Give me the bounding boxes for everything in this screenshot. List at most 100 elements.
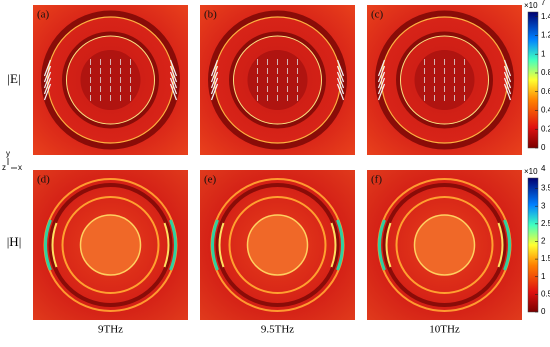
side-lobe: [378, 219, 386, 271]
side-lobe: [169, 219, 177, 271]
ring: [396, 31, 493, 129]
ring: [48, 183, 173, 307]
field-arrow: [377, 65, 386, 83]
field-arrow: [336, 77, 345, 95]
field-arrow: [210, 59, 219, 77]
field-arrow: [503, 59, 512, 77]
field-map: (f): [367, 170, 522, 320]
colorbar-tick-label: 3: [541, 201, 546, 210]
ring: [61, 196, 160, 294]
field-arrow: [169, 77, 178, 95]
field-arrow: [43, 77, 52, 95]
ring: [41, 10, 180, 150]
colorbar-exponent: ×10: [524, 167, 538, 176]
field-arrow: [169, 83, 178, 101]
field-arrow: [377, 59, 386, 77]
field-arrow: [377, 83, 386, 101]
field-arrow: [43, 83, 52, 101]
colorbar-tick-label: 0: [541, 143, 546, 152]
side-lobe: [330, 222, 337, 268]
side-lobe: [44, 219, 52, 271]
colorbar-tick-label: 1: [541, 272, 546, 281]
field-map: (a): [33, 5, 188, 155]
field-arrow: [210, 65, 219, 83]
colorbar-exponent: 7: [541, 0, 546, 7]
panel-label: (d): [37, 174, 50, 186]
ring: [375, 10, 514, 150]
panel-label: (f): [371, 174, 382, 186]
field-arrow: [210, 77, 219, 95]
field-arrow: [503, 65, 512, 83]
column-label: 9THz: [98, 324, 123, 336]
ring: [208, 10, 347, 150]
row-label: |E|: [7, 71, 20, 86]
colorbar-tick-label: 1.5: [541, 254, 550, 263]
colorbar-tick-label: 3.5: [541, 184, 550, 193]
side-lobe: [385, 222, 392, 268]
field-arrow: [336, 59, 345, 77]
field-arrow: [503, 83, 512, 101]
inner-disk: [246, 214, 309, 276]
colorbar-tick-label: 1.4: [541, 12, 550, 21]
field-arrow: [503, 71, 512, 89]
field-arrow: [43, 59, 52, 77]
field-arrow: [210, 71, 219, 89]
field-arrow: [336, 65, 345, 83]
ring: [66, 35, 155, 125]
field-map: (c): [367, 5, 522, 155]
colorbar-tick-label: 0.8: [541, 68, 550, 77]
side-lobe: [211, 219, 219, 271]
field-map: (e): [200, 170, 355, 320]
colorbar-tick-label: 0.5: [541, 289, 550, 298]
field-map: (b): [200, 5, 355, 155]
field-arrow: [503, 77, 512, 95]
axis-letter: y: [6, 149, 10, 158]
colorbar-exponent: 4: [541, 164, 546, 173]
field-arrow: [336, 83, 345, 101]
row-label: |H|: [7, 234, 22, 249]
colorbar-tick-label: 1.2: [541, 31, 550, 40]
ring: [62, 31, 159, 129]
side-lobe: [218, 222, 225, 268]
field-arrow: [377, 77, 386, 95]
panel-label: (a): [37, 9, 50, 21]
side-lobe: [51, 222, 58, 268]
colorbar: [527, 177, 539, 313]
side-lobe: [503, 219, 511, 271]
panel-label: (e): [204, 174, 217, 186]
field-arrow: [169, 59, 178, 77]
axes-indicator: y z x: [2, 149, 22, 172]
ring: [228, 196, 327, 294]
column-label: 10THz: [429, 324, 460, 336]
colorbar-tick-label: 2: [541, 237, 546, 246]
ring: [382, 183, 507, 307]
field-arrow: [377, 71, 386, 89]
axis-letter: z: [2, 163, 6, 172]
colorbar-tick-label: 1: [541, 49, 546, 58]
side-lobe: [163, 222, 170, 268]
colorbar-tick-label: 0.4: [541, 106, 550, 115]
inner-disk: [413, 214, 476, 276]
colorbar-tick-label: 0.2: [541, 124, 550, 133]
ring: [233, 35, 322, 125]
colorbar: [527, 11, 539, 149]
side-lobe: [497, 222, 504, 268]
ring: [395, 196, 494, 294]
axis-letter: x: [18, 163, 22, 172]
field-arrow: [43, 65, 52, 83]
ring: [229, 31, 326, 129]
panel-label: (b): [204, 9, 217, 21]
colorbar-tick-label: 2.5: [541, 219, 550, 228]
field-arrow: [210, 83, 219, 101]
inner-disk: [79, 214, 142, 276]
field-map: (d): [33, 170, 188, 320]
colorbar-exponent: ×10: [524, 1, 538, 10]
colorbar-tick-label: 0: [541, 307, 546, 316]
field-arrow: [43, 71, 52, 89]
field-arrow: [169, 71, 178, 89]
column-label: 9.5THz: [261, 324, 294, 336]
colorbar-tick-label: 0.6: [541, 87, 550, 96]
ring: [215, 183, 340, 307]
field-arrow: [336, 71, 345, 89]
